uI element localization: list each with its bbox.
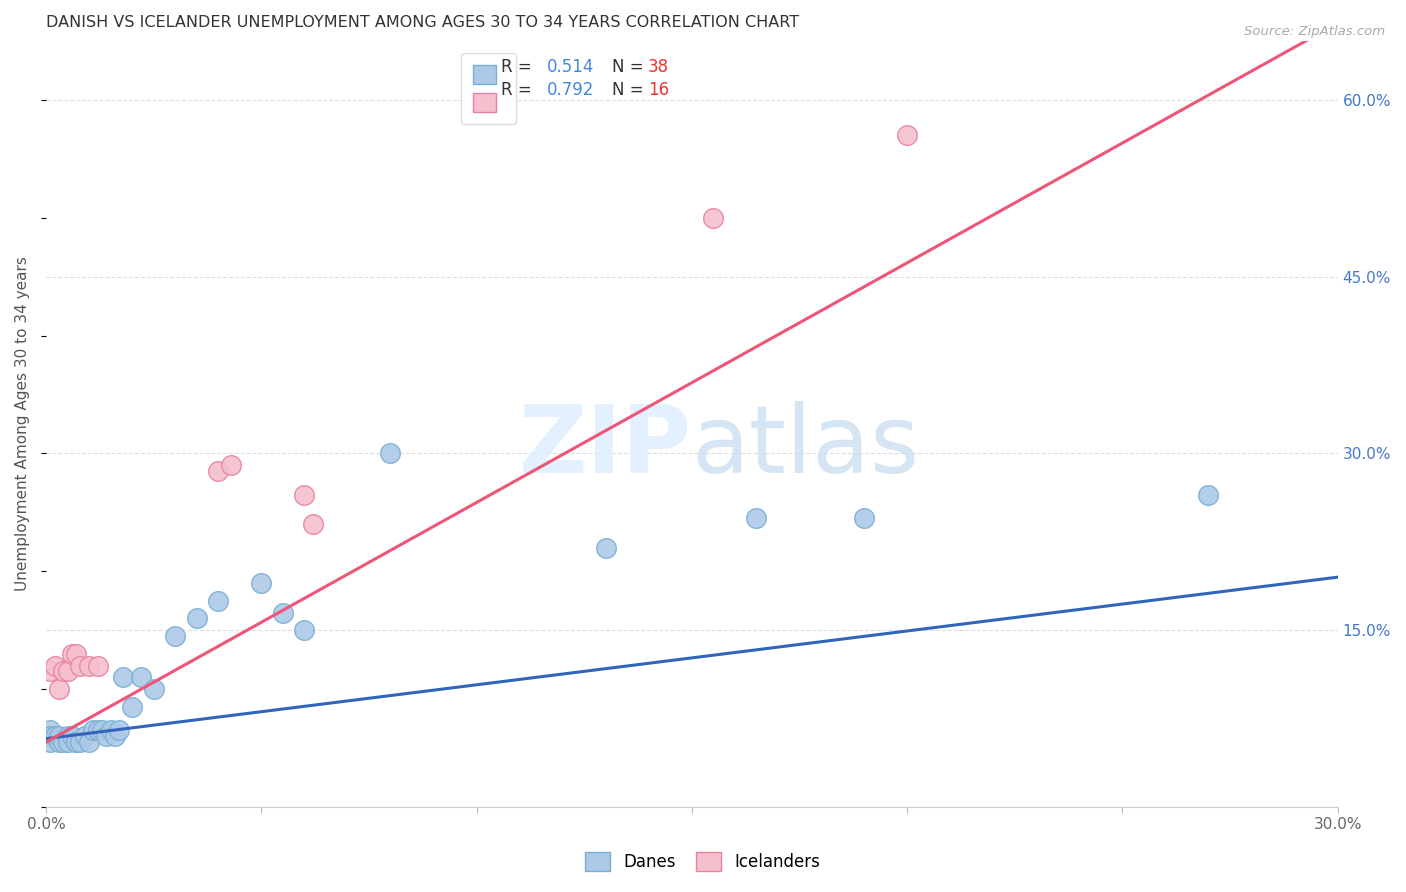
Y-axis label: Unemployment Among Ages 30 to 34 years: Unemployment Among Ages 30 to 34 years bbox=[15, 257, 30, 591]
Text: 16: 16 bbox=[648, 81, 669, 99]
Point bbox=[896, 128, 918, 143]
Point bbox=[52, 665, 75, 679]
Point bbox=[39, 735, 62, 749]
Point bbox=[39, 729, 62, 743]
Text: 38: 38 bbox=[648, 58, 669, 76]
Point bbox=[271, 606, 294, 620]
Point bbox=[48, 682, 70, 697]
Text: 0.514: 0.514 bbox=[547, 58, 595, 76]
Point bbox=[112, 670, 135, 684]
Point bbox=[60, 729, 83, 743]
Point bbox=[100, 723, 122, 738]
Legend: , : , bbox=[461, 53, 516, 124]
Point bbox=[1198, 488, 1220, 502]
Point bbox=[73, 729, 96, 743]
Text: Source: ZipAtlas.com: Source: ZipAtlas.com bbox=[1244, 25, 1385, 38]
Point bbox=[142, 682, 165, 697]
Text: atlas: atlas bbox=[692, 401, 920, 493]
Point bbox=[65, 735, 87, 749]
Point bbox=[39, 723, 62, 738]
Text: N =: N = bbox=[612, 58, 648, 76]
Point bbox=[595, 541, 617, 555]
Text: ZIP: ZIP bbox=[519, 401, 692, 493]
Point bbox=[292, 488, 315, 502]
Point bbox=[207, 593, 229, 607]
Point bbox=[745, 511, 768, 525]
Point bbox=[292, 623, 315, 637]
Point bbox=[702, 211, 724, 225]
Point bbox=[91, 723, 114, 738]
Point bbox=[60, 647, 83, 661]
Point bbox=[48, 735, 70, 749]
Point bbox=[44, 658, 66, 673]
Point bbox=[207, 464, 229, 478]
Point bbox=[380, 446, 402, 460]
Point bbox=[82, 723, 104, 738]
Point bbox=[104, 729, 127, 743]
Point bbox=[39, 665, 62, 679]
Point bbox=[56, 735, 79, 749]
Point bbox=[65, 647, 87, 661]
Text: R =: R = bbox=[501, 81, 537, 99]
Point bbox=[77, 735, 100, 749]
Point bbox=[250, 576, 273, 591]
Point bbox=[56, 665, 79, 679]
Point bbox=[96, 729, 118, 743]
Point bbox=[65, 735, 87, 749]
Point bbox=[86, 723, 108, 738]
Point bbox=[56, 729, 79, 743]
Text: DANISH VS ICELANDER UNEMPLOYMENT AMONG AGES 30 TO 34 YEARS CORRELATION CHART: DANISH VS ICELANDER UNEMPLOYMENT AMONG A… bbox=[46, 15, 799, 30]
Point bbox=[853, 511, 876, 525]
Point bbox=[52, 735, 75, 749]
Point bbox=[77, 658, 100, 673]
Legend: Danes, Icelanders: Danes, Icelanders bbox=[576, 843, 830, 880]
Point bbox=[44, 729, 66, 743]
Text: R =: R = bbox=[501, 58, 537, 76]
Point bbox=[86, 658, 108, 673]
Point bbox=[302, 517, 325, 532]
Text: 0.792: 0.792 bbox=[547, 81, 595, 99]
Point bbox=[69, 658, 91, 673]
Point bbox=[44, 729, 66, 743]
Point bbox=[48, 729, 70, 743]
Point bbox=[186, 611, 208, 625]
Point bbox=[108, 723, 131, 738]
Point bbox=[219, 458, 242, 473]
Text: N =: N = bbox=[612, 81, 648, 99]
Point bbox=[69, 735, 91, 749]
Point bbox=[121, 699, 143, 714]
Point bbox=[129, 670, 152, 684]
Point bbox=[165, 629, 187, 643]
